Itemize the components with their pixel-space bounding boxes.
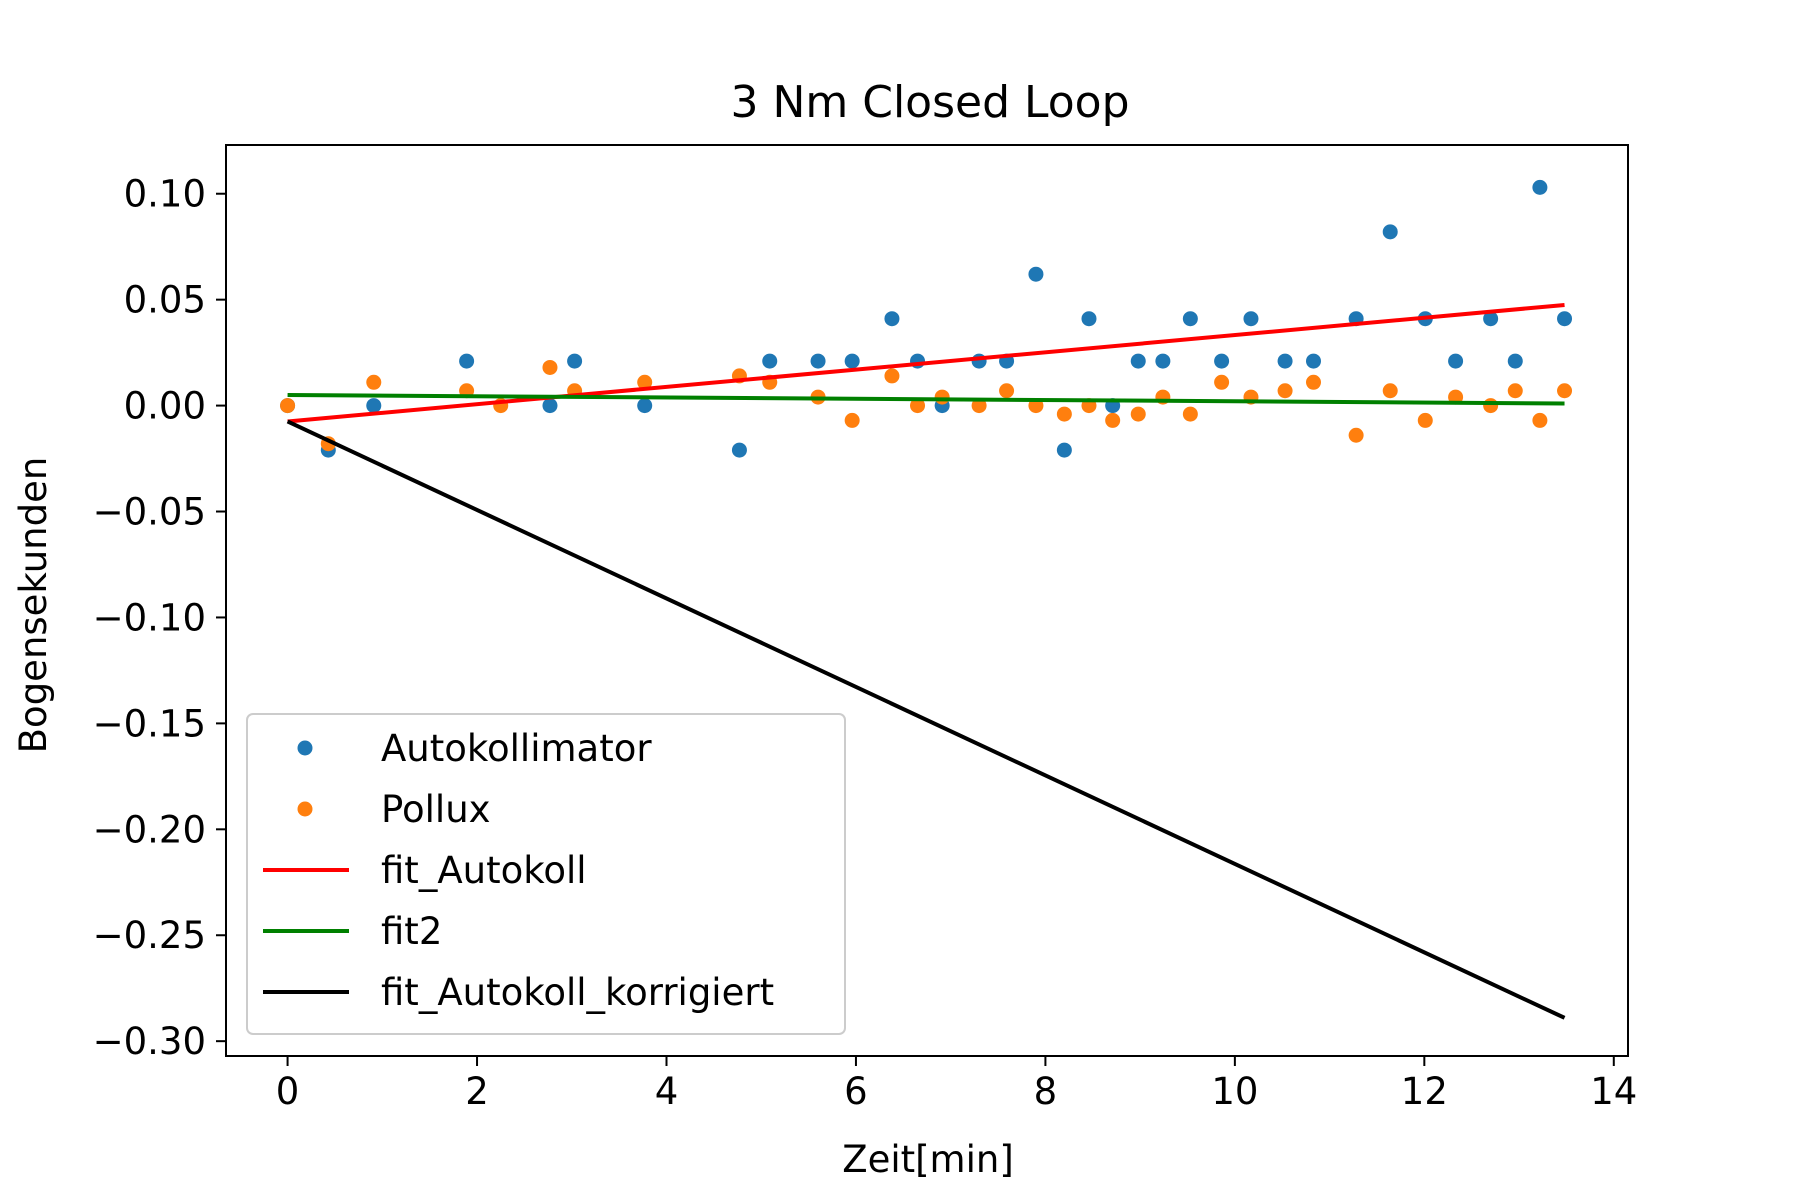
data-point bbox=[1130, 406, 1146, 422]
data-point bbox=[1243, 311, 1259, 327]
x-axis-label: Zeit[min] bbox=[842, 1138, 1014, 1181]
data-point bbox=[1130, 353, 1146, 369]
data-point bbox=[1507, 353, 1523, 369]
x-tick-label: 8 bbox=[1034, 1070, 1058, 1113]
chart-title: 3 Nm Closed Loop bbox=[730, 77, 1129, 128]
fit-line bbox=[287, 392, 1565, 406]
data-point bbox=[542, 398, 558, 414]
plot-area bbox=[280, 179, 1573, 1020]
legend-item: fit_Autokoll_korrigiert bbox=[263, 971, 774, 1014]
series-fit-autokoll bbox=[287, 302, 1565, 424]
y-axis-label: Bogensekunden bbox=[12, 457, 55, 754]
data-point bbox=[884, 368, 900, 384]
data-point bbox=[567, 353, 583, 369]
legend-item: fit_Autokoll bbox=[263, 849, 587, 892]
data-point bbox=[1105, 412, 1121, 428]
x-tick-label: 12 bbox=[1401, 1070, 1448, 1113]
x-tick-label: 0 bbox=[276, 1070, 300, 1113]
legend-item: Autokollimator bbox=[297, 727, 652, 770]
legend-item: fit2 bbox=[263, 910, 442, 953]
y-tick-label: 0.05 bbox=[124, 279, 206, 322]
legend-marker bbox=[297, 801, 313, 817]
data-point bbox=[1348, 427, 1364, 443]
data-point bbox=[1382, 224, 1398, 240]
x-tick-label: 2 bbox=[465, 1070, 489, 1113]
data-point bbox=[1532, 179, 1548, 195]
data-point bbox=[1028, 266, 1044, 282]
x-tick-label: 14 bbox=[1590, 1070, 1637, 1113]
data-point bbox=[910, 398, 926, 414]
data-point bbox=[1182, 311, 1198, 327]
data-point bbox=[1277, 383, 1293, 399]
data-point bbox=[1507, 383, 1523, 399]
legend-box bbox=[246, 713, 846, 1035]
legend-label: fit2 bbox=[381, 910, 442, 953]
series-fit2 bbox=[287, 392, 1565, 406]
fit-line bbox=[286, 419, 1566, 1020]
data-point bbox=[1483, 311, 1499, 327]
y-tick-label: −0.30 bbox=[93, 1020, 206, 1063]
data-point bbox=[971, 353, 987, 369]
data-point bbox=[731, 442, 747, 458]
axis-ticks: 0 2 4 6 8 10 12 14 0.10 0.05 0.00 −0.05 −0.10 −0.15 −0… bbox=[93, 173, 1638, 1113]
data-point bbox=[280, 398, 296, 414]
data-point bbox=[1155, 353, 1171, 369]
data-point bbox=[1417, 412, 1433, 428]
data-point bbox=[1305, 374, 1321, 390]
legend: Autokollimator Pollux fit_Autokoll fit2 fit_… bbox=[246, 713, 846, 1035]
data-point bbox=[1056, 442, 1072, 458]
data-point bbox=[1557, 383, 1573, 399]
legend-marker bbox=[297, 740, 313, 756]
x-tick-label: 6 bbox=[844, 1070, 868, 1113]
data-point bbox=[542, 359, 558, 375]
axes-frame bbox=[225, 144, 1629, 1057]
data-point bbox=[1182, 406, 1198, 422]
y-tick-label: −0.20 bbox=[93, 808, 206, 851]
fit-line bbox=[287, 302, 1565, 424]
y-tick-label: 0.00 bbox=[124, 385, 206, 428]
series-fit-autokoll-korrigiert bbox=[286, 419, 1566, 1020]
x-tick-label: 4 bbox=[655, 1070, 679, 1113]
data-point bbox=[884, 311, 900, 327]
data-point bbox=[999, 383, 1015, 399]
data-point bbox=[1214, 374, 1230, 390]
y-tick-label: −0.15 bbox=[93, 702, 206, 745]
data-point bbox=[971, 398, 987, 414]
y-tick-label: −0.25 bbox=[93, 914, 206, 957]
data-point bbox=[762, 353, 778, 369]
data-point bbox=[1483, 398, 1499, 414]
data-point bbox=[1557, 311, 1573, 327]
data-point bbox=[1277, 353, 1293, 369]
data-point bbox=[459, 353, 475, 369]
data-point bbox=[810, 353, 826, 369]
data-point bbox=[366, 398, 382, 414]
data-point bbox=[1532, 412, 1548, 428]
data-point bbox=[1305, 353, 1321, 369]
data-point bbox=[1214, 353, 1230, 369]
data-point bbox=[1448, 353, 1464, 369]
legend-label: fit_Autokoll_korrigiert bbox=[381, 971, 774, 1014]
data-point bbox=[637, 374, 653, 390]
legend-label: Autokollimator bbox=[381, 727, 652, 770]
data-point bbox=[366, 374, 382, 390]
x-tick-label: 10 bbox=[1211, 1070, 1258, 1113]
data-point bbox=[1382, 383, 1398, 399]
data-point bbox=[844, 353, 860, 369]
data-point bbox=[934, 389, 950, 405]
data-point bbox=[1056, 406, 1072, 422]
y-tick-label: 0.10 bbox=[124, 173, 206, 216]
legend-label: fit_Autokoll bbox=[381, 849, 587, 892]
y-tick-label: −0.10 bbox=[93, 596, 206, 639]
series-pollux bbox=[280, 359, 1573, 452]
data-point bbox=[1081, 311, 1097, 327]
data-point bbox=[637, 398, 653, 414]
data-point bbox=[844, 412, 860, 428]
y-tick-label: −0.05 bbox=[93, 491, 206, 534]
legend-label: Pollux bbox=[381, 788, 491, 831]
legend-item: Pollux bbox=[297, 788, 491, 831]
